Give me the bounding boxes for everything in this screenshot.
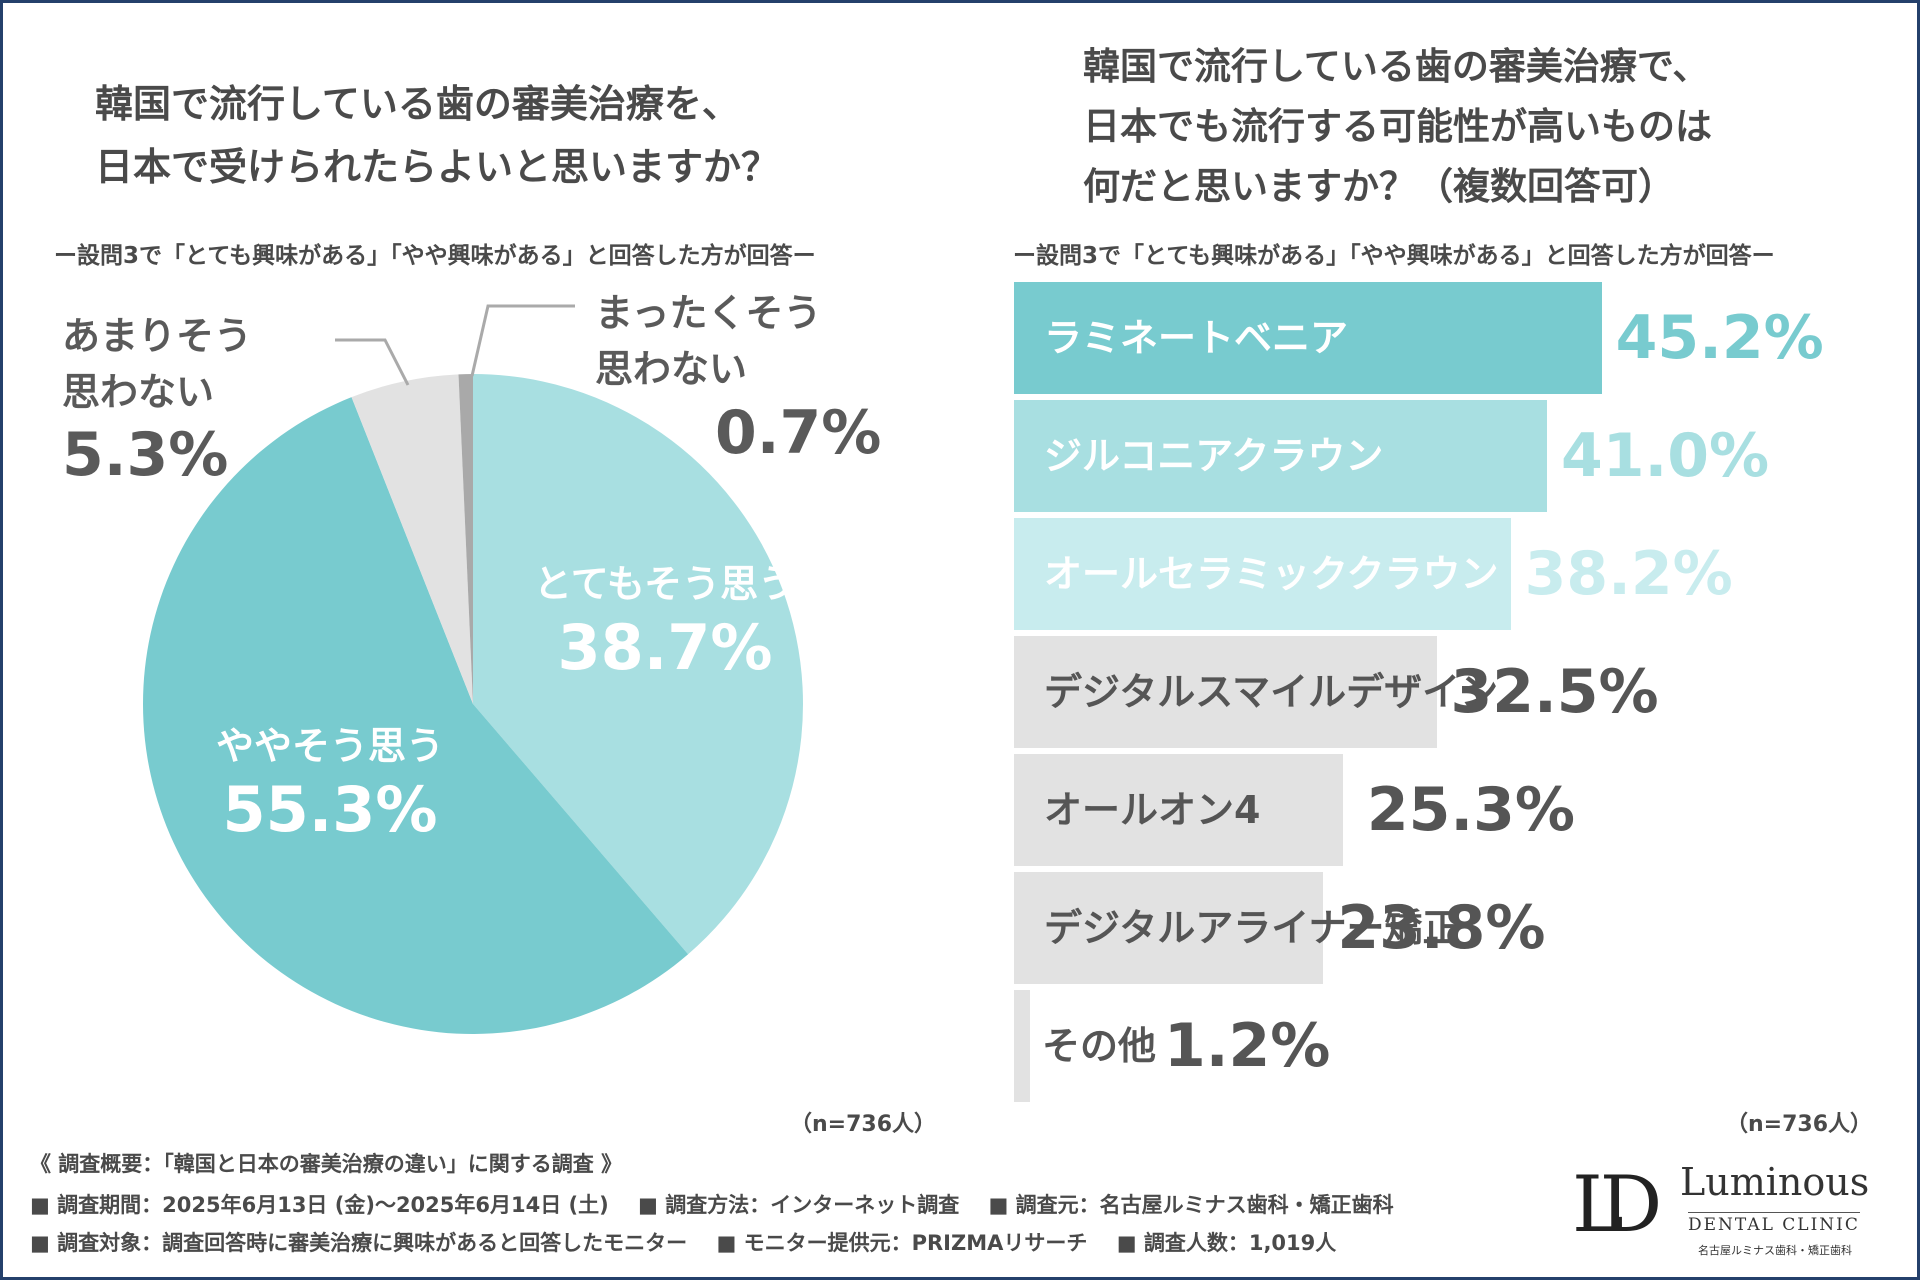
bar-label: オールオン4 [1044,788,1261,832]
pie-pct-not-at-all: 0.7% [715,398,882,468]
bar-value-label: 32.5% [1450,657,1659,727]
left-sample-size: （n=736人） [790,1112,937,1137]
survey-method: ■ 調査方法：インターネット調査 [638,1193,960,1217]
bar [1014,400,1547,512]
bar-value-label: 38.2% [1524,539,1733,609]
leader-line-not-at-all [470,304,575,377]
survey-details-row1: ■ 調査期間：2025年6月13日 (金)〜2025年6月14日 (土) ■ 調… [30,1189,1416,1219]
pie-label-strongly-agree: とてもそう思う 38.7% [510,556,820,684]
survey-details-row2: ■ 調査対象：調査回答時に審美治療に興味があると回答したモニター ■ モニター提… [30,1227,1358,1257]
pie-pct-somewhat-agree: 55.3% [222,773,438,846]
bar-label: デジタルアライナー矯正 [1044,906,1461,950]
bar-label: ラミネートベニア [1044,316,1349,360]
bar-value-label: 1.2% [1164,1011,1331,1081]
left-title-line1: 韓国で流行している歯の審美治療を、 [95,82,740,126]
bar-value-label: 41.0% [1561,421,1770,491]
right-sample-size: （n=736人） [1726,1112,1873,1137]
logo-name: Luminous [1680,1160,1870,1204]
pie-label-not-really: あまりそう 思わない 5.3% [62,314,253,490]
bar [1014,282,1602,394]
pie-slice-not-at-all [458,374,473,704]
left-title-line2: 日本で受けられたらよいと思いますか？ [95,145,780,189]
left-chart-subtitle: ー設問3で「とても興味がある」「やや興味がある」と回答した方が回答ー [54,243,816,269]
survey-source: ■ 調査元：名古屋ルミナス歯科・矯正歯科 [988,1193,1394,1217]
right-chart-title: 韓国で流行している歯の審美治療で、 日本でも流行する可能性が高いものは 何だと思… [1083,37,1712,217]
pie-pct-strongly-agree: 38.7% [557,611,773,684]
survey-provider: ■ モニター提供元：PRIZMAリサーチ [716,1231,1088,1255]
bar [1014,636,1437,748]
right-chart-subtitle: ー設問3で「とても興味がある」「やや興味がある」と回答した方が回答ー [1013,243,1775,269]
leader-line-not-really [335,338,410,386]
bar-label: その他 [1042,1024,1157,1068]
survey-target: ■ 調査対象：調査回答時に審美治療に興味があると回答したモニター [30,1231,688,1255]
pie-slice-not-really [351,374,473,704]
bar [1014,518,1511,630]
bar-label: オールセラミッククラウン [1044,552,1499,596]
left-chart-title: 韓国で流行している歯の審美治療を、 日本で受けられたらよいと思いますか？ [95,73,779,199]
bar [1014,990,1030,1102]
right-title-line2: 日本でも流行する可能性が高いものは [1083,105,1712,148]
survey-period: ■ 調査期間：2025年6月13日 (金)〜2025年6月14日 (土) [30,1193,609,1217]
right-title-line3: 何だと思いますか？（複数回答可） [1083,165,1675,208]
bar-value-label: 23.8% [1337,893,1546,963]
pie-label-somewhat-agree: ややそう思う 55.3% [180,718,480,846]
bar-label: ジルコニアクラウン [1044,434,1384,478]
pie-slice-somewhat-agree [142,397,689,1034]
bar [1014,754,1343,866]
bar-label: デジタルスマイルデザイン [1044,670,1499,714]
bar [1014,872,1324,984]
logo-mark: LD [1572,1160,1662,1250]
logo-subtitle: DENTAL CLINIC [1688,1212,1860,1235]
survey-count: ■ 調査人数：1,019人 [1116,1231,1337,1255]
right-title-line1: 韓国で流行している歯の審美治療で、 [1083,45,1710,88]
bar-value-label: 25.3% [1366,775,1576,845]
bar-value-label: 45.2% [1615,303,1824,373]
pie-label-not-at-all: まったくそう 思わない [595,291,822,391]
clinic-logo: LD Luminous DENTAL CLINIC 名古屋ルミナス歯科・矯正歯科 [1550,1140,1900,1270]
pie-pct-not-really: 5.3% [62,420,229,490]
pie-slice-strongly-agree [473,374,804,955]
survey-overview-heading: 《 調査概要：「韓国と日本の審美治療の違い」に関する調査 》 [30,1152,623,1176]
logo-japanese-name: 名古屋ルミナス歯科・矯正歯科 [1698,1244,1852,1257]
